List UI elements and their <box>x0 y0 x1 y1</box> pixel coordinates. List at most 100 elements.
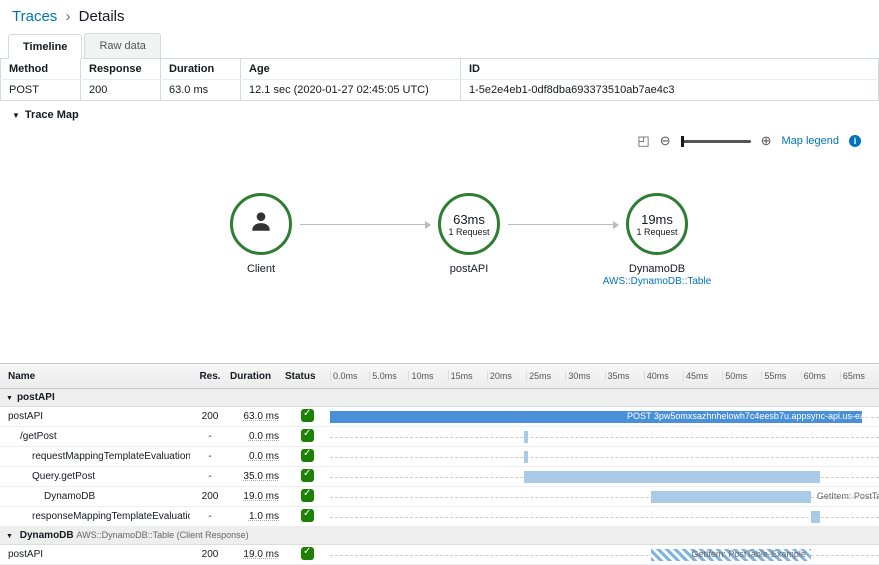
breadcrumb-root[interactable]: Traces <box>12 8 57 25</box>
chevron-right-icon: › <box>65 8 70 25</box>
meta-h-method: Method <box>1 59 81 80</box>
row-bars: GetItem: PostTable-Example <box>330 545 879 564</box>
fit-icon[interactable]: ◰ <box>637 133 649 149</box>
tick: 20ms <box>487 371 526 381</box>
meta-v-method: POST <box>1 80 81 101</box>
timeline-row[interactable]: Query.getPost-35.0 ms <box>0 467 879 487</box>
tab-raw-data[interactable]: Raw data <box>84 33 160 58</box>
group-postapi[interactable]: postAPI <box>0 389 879 407</box>
zoom-slider[interactable] <box>681 140 751 143</box>
row-name: postAPI <box>0 549 190 560</box>
row-res: - <box>190 511 230 522</box>
row-bars <box>330 447 879 466</box>
row-status <box>285 489 330 505</box>
row-dur: 0.0 ms <box>230 431 285 442</box>
row-res: - <box>190 471 230 482</box>
trace-meta-table: Method Response Duration Age ID POST 200… <box>0 59 879 101</box>
meta-v-response: 200 <box>81 80 161 101</box>
zoom-in-icon[interactable]: ⊕ <box>761 133 772 149</box>
row-status <box>285 429 330 445</box>
row-name: responseMappingTemplateEvaluation <box>0 511 190 522</box>
segment-label: POST 3pw5omxsazhnhelowh7c4eesb7u.appsync… <box>627 411 877 421</box>
row-bars: GetItem: PostTable-Example <box>330 487 879 506</box>
timeline-ticks: 0.0ms5.0ms10ms15ms20ms25ms30ms35ms40ms45… <box>330 371 879 381</box>
arrow-2 <box>508 224 618 225</box>
timeline-row[interactable]: requestMappingTemplateEvaluation-0.0 ms <box>0 447 879 467</box>
tick: 30ms <box>565 371 604 381</box>
check-icon <box>301 489 314 502</box>
meta-v-duration: 63.0 ms <box>161 80 241 101</box>
row-dur: 19.0 ms <box>230 491 285 502</box>
meta-h-id: ID <box>461 59 879 80</box>
tick: 45ms <box>683 371 722 381</box>
arrow-1 <box>300 224 430 225</box>
segment-bar <box>651 491 811 503</box>
th-dur[interactable]: Duration <box>230 371 285 382</box>
row-status <box>285 409 330 425</box>
node-ddb[interactable]: 19ms 1 Request <box>626 193 688 255</box>
tick: 65ms <box>840 371 879 381</box>
row-name: Query.getPost <box>0 471 190 482</box>
row-dur: 0.0 ms <box>230 451 285 462</box>
map-legend-link[interactable]: Map legend <box>782 135 840 147</box>
row-name: postAPI <box>0 411 190 422</box>
row-bars: POST 3pw5omxsazhnhelowh7c4eesb7u.appsync… <box>330 407 879 426</box>
row-name: requestMappingTemplateEvaluation <box>0 451 190 462</box>
group-dynamodb[interactable]: DynamoDB AWS::DynamoDB::Table (Client Re… <box>0 527 879 545</box>
row-dur: 19.0 ms <box>230 549 285 560</box>
group-dynamodb-sub: AWS::DynamoDB::Table (Client Response) <box>76 530 248 540</box>
node-ddb-sublabel: AWS::DynamoDB::Table <box>603 276 712 287</box>
tab-timeline[interactable]: Timeline <box>8 34 82 59</box>
breadcrumb-current: Details <box>79 8 125 25</box>
node-ddb-label: DynamoDB AWS::DynamoDB::Table <box>587 263 727 287</box>
row-bars <box>330 467 879 486</box>
check-icon <box>301 469 314 482</box>
row-res: - <box>190 451 230 462</box>
node-postapi-req: 1 Request <box>448 227 489 237</box>
segment-label: GetItem: PostTable-Example <box>817 491 879 501</box>
segment-bar <box>524 451 528 463</box>
node-postapi-label: postAPI <box>399 263 539 275</box>
row-res: 200 <box>190 549 230 560</box>
segment-bar <box>524 471 820 483</box>
row-res: - <box>190 431 230 442</box>
tick: 0.0ms <box>330 371 369 381</box>
th-res[interactable]: Res. <box>190 371 230 382</box>
row-dur: 63.0 ms <box>230 411 285 422</box>
th-stat[interactable]: Status <box>285 371 330 382</box>
row-name: /getPost <box>0 431 190 442</box>
check-icon <box>301 429 314 442</box>
timeline-row[interactable]: responseMappingTemplateEvaluation-1.0 ms <box>0 507 879 527</box>
node-client[interactable] <box>230 193 292 255</box>
row-res: 200 <box>190 411 230 422</box>
timeline-row[interactable]: DynamoDB20019.0 msGetItem: PostTable-Exa… <box>0 487 879 507</box>
info-icon[interactable]: i <box>849 135 861 147</box>
trace-map[interactable]: Client 63ms 1 Request postAPI 19ms 1 Req… <box>0 163 879 343</box>
node-client-label: Client <box>191 263 331 275</box>
segment-bar <box>524 431 528 443</box>
person-icon <box>248 208 274 241</box>
tick: 15ms <box>448 371 487 381</box>
tick: 35ms <box>605 371 644 381</box>
segment-bar <box>811 511 819 523</box>
timeline-row[interactable]: /getPost-0.0 ms <box>0 427 879 447</box>
trace-map-header[interactable]: Trace Map <box>0 101 879 129</box>
meta-v-id: 1-5e2e4eb1-0df8dba693373510ab7ae4c3 <box>461 80 879 101</box>
timeline-header: Name Res. Duration Status 0.0ms5.0ms10ms… <box>0 363 879 389</box>
tick: 5.0ms <box>369 371 408 381</box>
zoom-out-icon[interactable]: ⊖ <box>660 133 671 149</box>
row-dur: 35.0 ms <box>230 471 285 482</box>
check-icon <box>301 409 314 422</box>
tick: 25ms <box>526 371 565 381</box>
row-status <box>285 469 330 485</box>
segment-label: GetItem: PostTable-Example <box>691 549 806 559</box>
tick: 10ms <box>408 371 447 381</box>
timeline-row[interactable]: postAPI20019.0 ms GetItem: PostTable-Exam… <box>0 545 879 565</box>
th-name[interactable]: Name <box>0 371 190 382</box>
breadcrumb: Traces › Details <box>0 0 879 33</box>
tick: 60ms <box>801 371 840 381</box>
check-icon <box>301 449 314 462</box>
node-postapi[interactable]: 63ms 1 Request <box>438 193 500 255</box>
timeline-row[interactable]: postAPI20063.0 ms POST 3pw5omxsazhnhelowh… <box>0 407 879 427</box>
meta-h-age: Age <box>241 59 461 80</box>
